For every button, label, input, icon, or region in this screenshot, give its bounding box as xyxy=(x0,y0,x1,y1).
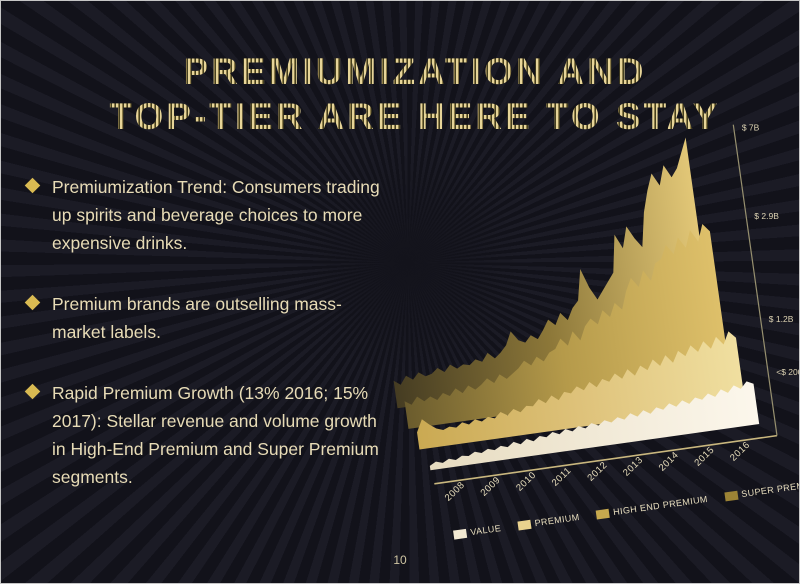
x-tick-2014: 2014 xyxy=(656,449,682,474)
page-number: 10 xyxy=(393,553,407,567)
x-tick-2009: 2009 xyxy=(478,474,503,499)
y-axis-label-2-9b: $ 2.9B xyxy=(754,210,779,221)
bullet-item-premiumization-trend: Premiumization Trend: Consumers trading … xyxy=(24,173,393,257)
legend-swatch-icon xyxy=(452,528,468,540)
legend-label: SUPER PREMIUM xyxy=(740,477,800,500)
area-series-premium xyxy=(417,331,746,450)
legend-swatch-icon xyxy=(517,519,532,531)
page-title: PREMIUMIZATION AND TOP-TIER ARE HERE TO … xyxy=(56,49,774,139)
bullet-text: Premiumization Trend: Consumers trading … xyxy=(52,177,380,253)
x-tick-2012: 2012 xyxy=(585,459,610,484)
y-axis-line xyxy=(732,124,778,436)
bullet-list: Premiumization Trend: Consumers trading … xyxy=(24,173,393,524)
area-chart-canvas xyxy=(393,124,778,485)
y-axis-label-200m: <$ 200M xyxy=(776,366,800,377)
x-tick-2013: 2013 xyxy=(621,454,646,479)
bullet-item-premium-brands: Premium brands are outselling mass-marke… xyxy=(24,290,393,346)
bullet-text: Premium brands are outselling mass-marke… xyxy=(52,294,342,342)
legend-label: HIGH END PREMIUM xyxy=(612,493,709,518)
x-tick-2011: 2011 xyxy=(549,465,574,489)
x-tick-2015: 2015 xyxy=(692,444,717,469)
bullet-item-rapid-growth: Rapid Premium Growth (13% 2016; 15% 2017… xyxy=(24,379,393,491)
y-axis-label-1-2b: $ 1.2B xyxy=(768,313,794,324)
title-line-2: TOP-TIER ARE HERE TO STAY xyxy=(56,94,774,139)
x-tick-2010: 2010 xyxy=(514,469,539,494)
premium-growth-area-chart: $ 7B $ 2.9B $ 1.2B <$ 200M 2008 2009 2010 2… xyxy=(387,109,800,558)
diamond-bullet-icon xyxy=(24,383,41,400)
legend-item-value: VALUE xyxy=(452,523,502,540)
y-axis-label-7b: $ 7B xyxy=(741,122,760,133)
diamond-bullet-icon xyxy=(24,177,41,194)
legend-swatch-icon xyxy=(595,508,610,520)
legend-swatch-icon xyxy=(723,490,739,501)
x-axis-line xyxy=(434,434,778,485)
diamond-bullet-icon xyxy=(24,294,41,311)
title-line-1: PREMIUMIZATION AND xyxy=(56,49,774,94)
legend-label: PREMIUM xyxy=(533,511,581,529)
legend-item-premium: PREMIUM xyxy=(517,512,580,531)
x-tick-2016: 2016 xyxy=(728,439,753,464)
legend-label: VALUE xyxy=(469,523,502,538)
bullet-text: Rapid Premium Growth (13% 2016; 15% 2017… xyxy=(52,383,379,487)
area-series-value xyxy=(429,381,760,471)
x-tick-2008: 2008 xyxy=(442,479,468,504)
